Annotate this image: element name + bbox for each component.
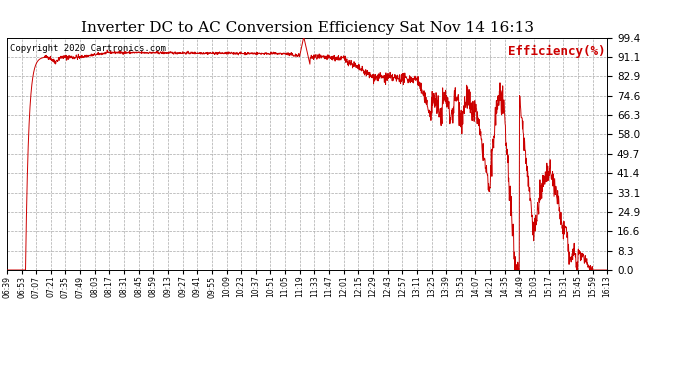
Text: Copyright 2020 Cartronics.com: Copyright 2020 Cartronics.com xyxy=(10,45,166,54)
Title: Inverter DC to AC Conversion Efficiency Sat Nov 14 16:13: Inverter DC to AC Conversion Efficiency … xyxy=(81,21,533,35)
Text: Efficiency(%): Efficiency(%) xyxy=(509,45,606,57)
